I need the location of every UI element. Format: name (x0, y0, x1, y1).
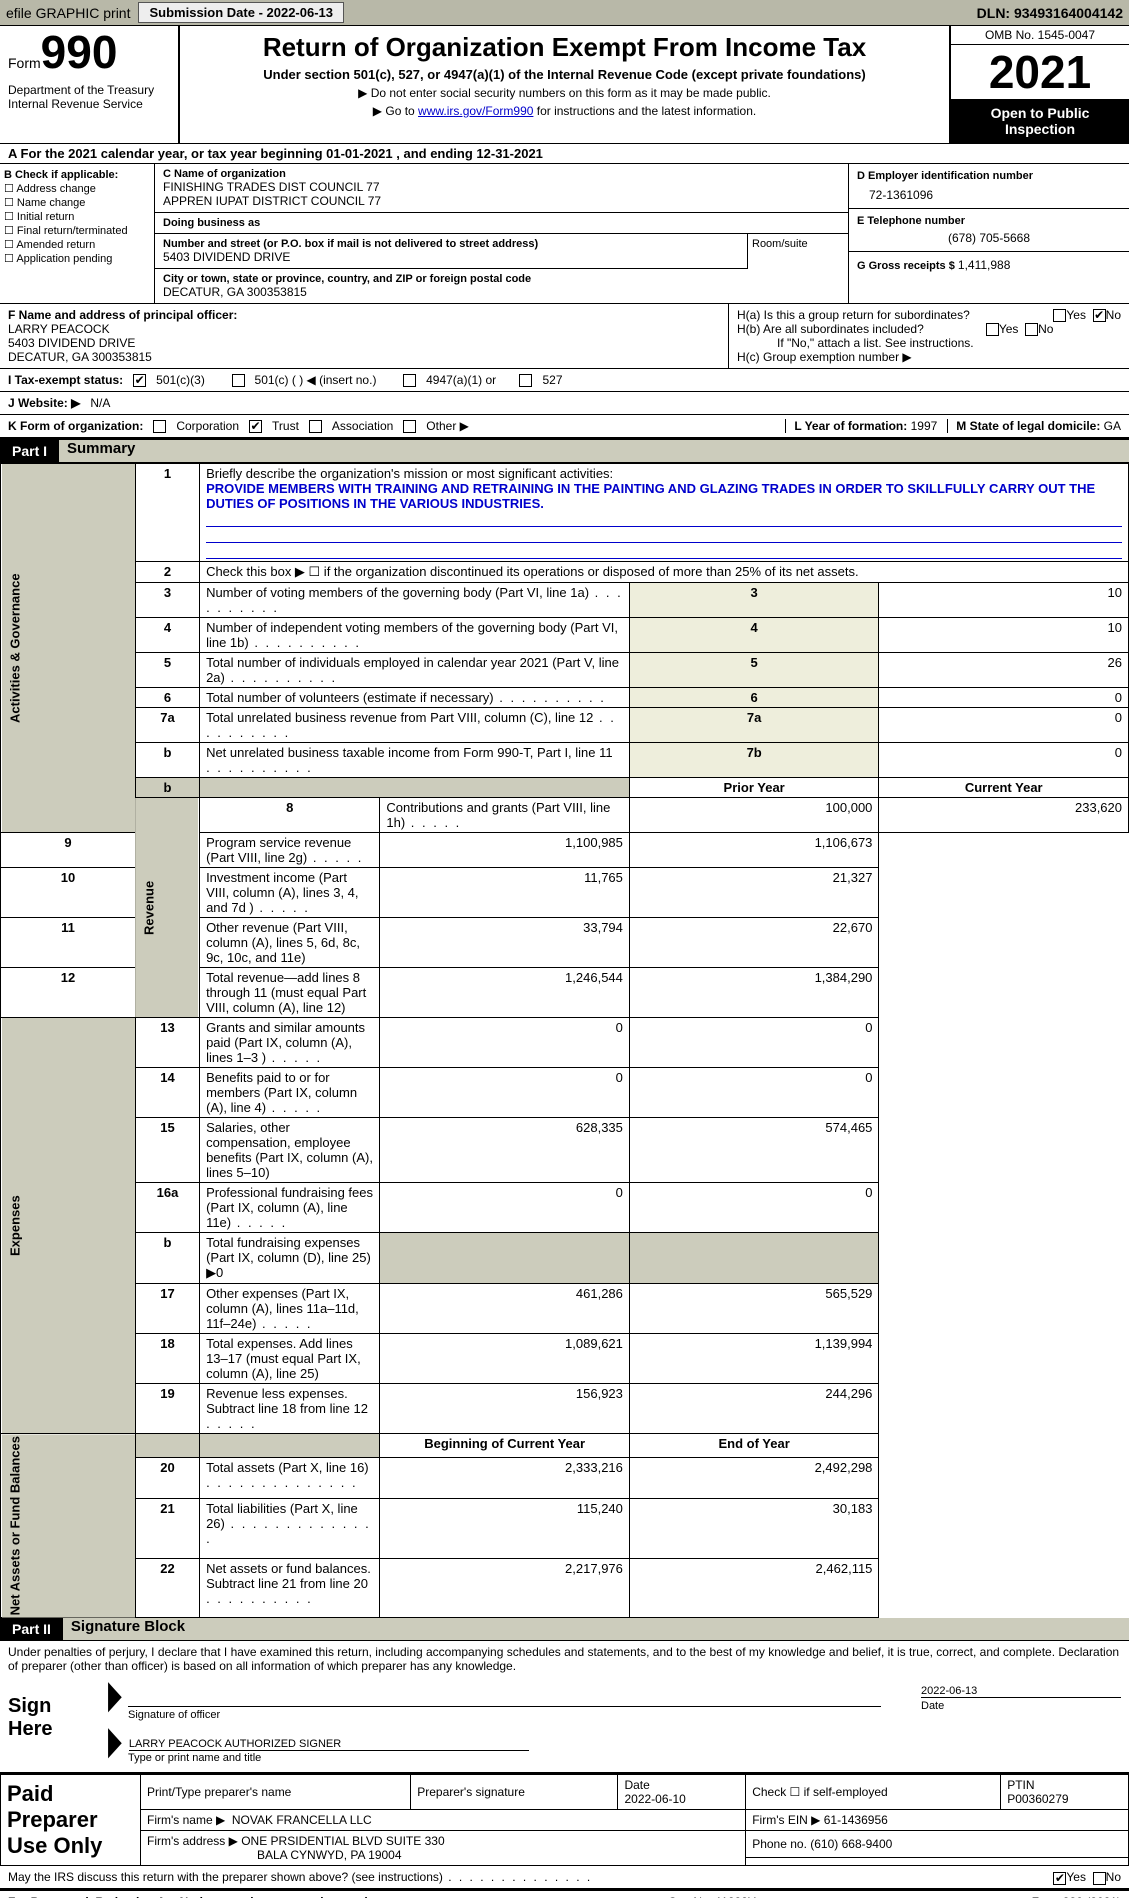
main-title: Return of Organization Exempt From Incom… (190, 32, 939, 63)
chk-final[interactable]: Final return/terminated (4, 224, 150, 237)
street: Number and street (or P.O. box if mail i… (155, 234, 748, 269)
chk-amended[interactable]: Amended return (4, 238, 150, 251)
city: City or town, state or province, country… (155, 269, 848, 303)
arrow-icon: ▶ (108, 1719, 122, 1765)
vert-expenses: Expenses (1, 1018, 136, 1434)
vert-revenue: Revenue (135, 798, 199, 1018)
arrow-icon: ▶ (108, 1673, 122, 1719)
paid-preparer-label: Paid Preparer Use Only (1, 1775, 141, 1866)
hb-no[interactable] (1025, 323, 1038, 336)
discuss-no[interactable] (1093, 1872, 1106, 1885)
form-header: Form990 Department of the Treasury Inter… (0, 26, 1129, 144)
ha-no[interactable] (1093, 309, 1106, 322)
chk-527[interactable] (519, 374, 532, 387)
title-box: Return of Organization Exempt From Incom… (180, 26, 949, 143)
line-j: J Website: ▶ N/A (0, 392, 1129, 415)
discuss-yes[interactable] (1053, 1872, 1066, 1885)
hb-yes[interactable] (986, 323, 999, 336)
paid-preparer-table: Paid Preparer Use Only Print/Type prepar… (0, 1774, 1129, 1866)
sign-here-label: Sign Here (0, 1677, 100, 1772)
dept-label: Department of the Treasury Internal Reve… (8, 83, 170, 111)
open-public: Open to Public Inspection (951, 99, 1129, 143)
ein: D Employer identification number 72-1361… (849, 164, 1129, 209)
chk-trust[interactable] (249, 420, 262, 433)
topbar: efile GRAPHIC print Submission Date - 20… (0, 0, 1129, 26)
telephone: E Telephone number (678) 705-5668 (849, 209, 1129, 252)
subtitle: Under section 501(c), 527, or 4947(a)(1)… (190, 67, 939, 82)
dba: Doing business as (155, 213, 848, 234)
form-number-box: Form990 Department of the Treasury Inter… (0, 26, 180, 143)
efile-label: efile GRAPHIC print (6, 5, 130, 21)
chk-4947[interactable] (403, 374, 416, 387)
chk-address[interactable]: Address change (4, 182, 150, 195)
room-suite: Room/suite (748, 234, 848, 269)
omb-label: OMB No. 1545-0047 (951, 26, 1129, 45)
irs-link[interactable]: www.irs.gov/Form990 (418, 104, 533, 118)
chk-501c3[interactable] (133, 374, 146, 387)
part2-header: Part II Signature Block (0, 1618, 1129, 1641)
tax-year: 2021 (951, 45, 1129, 99)
col-b: B Check if applicable: Address change Na… (0, 164, 155, 303)
summary-table: Activities & Governance 1 Briefly descri… (0, 463, 1129, 1618)
line-f: F Name and address of principal officer:… (0, 304, 729, 368)
chk-name[interactable]: Name change (4, 196, 150, 209)
sign-here-block: Sign Here ▶ Signature of officer 2022-06… (0, 1677, 1129, 1774)
chk-assoc[interactable] (309, 420, 322, 433)
mission-text: PROVIDE MEMBERS WITH TRAINING AND RETRAI… (206, 481, 1095, 511)
vert-governance: Activities & Governance (1, 464, 136, 833)
chk-corp[interactable] (153, 420, 166, 433)
line-2: Check this box ▶ ☐ if the organization d… (200, 562, 1129, 583)
sig-declaration: Under penalties of perjury, I declare th… (0, 1641, 1129, 1677)
vert-netassets: Net Assets or Fund Balances (1, 1434, 136, 1618)
footer: For Paperwork Reduction Act Notice, see … (0, 1890, 1129, 1898)
block-fh: F Name and address of principal officer:… (0, 304, 1129, 369)
chk-501c[interactable] (232, 374, 245, 387)
dln-label: DLN: 93493164004142 (977, 5, 1123, 21)
year-box: OMB No. 1545-0047 2021 Open to Public In… (949, 26, 1129, 143)
ha-yes[interactable] (1053, 309, 1066, 322)
line-a: A For the 2021 calendar year, or tax yea… (0, 144, 1129, 164)
chk-other[interactable] (403, 420, 416, 433)
discuss-line: May the IRS discuss this return with the… (0, 1866, 1129, 1890)
chk-initial[interactable]: Initial return (4, 210, 150, 223)
line-h: H(a) Is this a group return for subordin… (729, 304, 1129, 368)
block-bcdeg: B Check if applicable: Address change Na… (0, 164, 1129, 304)
org-name: C Name of organization FINISHING TRADES … (155, 164, 848, 213)
gross-receipts: G Gross receipts $ 1,411,988 (849, 252, 1129, 278)
line-klm: K Form of organization: Corporation Trus… (0, 415, 1129, 440)
note-1: ▶ Do not enter social security numbers o… (190, 86, 939, 100)
chk-pending[interactable]: Application pending (4, 252, 150, 265)
note-2: ▶ Go to www.irs.gov/Form990 for instruct… (190, 104, 939, 118)
part1-header: Part I Summary (0, 440, 1129, 463)
submission-date-button[interactable]: Submission Date - 2022-06-13 (138, 2, 344, 23)
line-i: I Tax-exempt status: 501(c)(3) 501(c) ( … (0, 369, 1129, 392)
col-c: C Name of organization FINISHING TRADES … (155, 164, 1129, 303)
